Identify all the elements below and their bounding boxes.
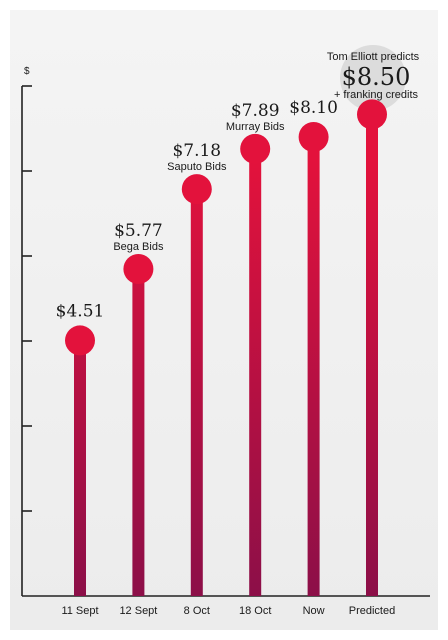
point-label: Bega Bids: [113, 241, 164, 253]
value-label: $7.89: [231, 101, 280, 121]
chart-panel: $4.51 $5.77 Bega Bids $7.18 Saputo Bids $7.89…: [10, 10, 438, 630]
lollipop-dot: [123, 254, 154, 285]
prediction-heading: Tom Elliott predicts: [327, 51, 420, 63]
x-tick-label: 8 Oct: [184, 605, 210, 617]
lollipop-dot: [357, 99, 387, 130]
x-tick-label: 18 Oct: [239, 605, 271, 617]
prediction-value: $8.50: [342, 63, 411, 91]
value-label: $7.18: [172, 141, 221, 161]
prediction-bubble: [340, 45, 406, 111]
lollipop-stem: [366, 114, 378, 596]
x-tick-label: 11 Sept: [61, 605, 98, 617]
lollipop-stem: [132, 269, 145, 596]
lollipop-dot: [65, 325, 95, 356]
lollipop-dot: [298, 122, 329, 152]
lollipop-stem: [249, 148, 262, 596]
lollipop-stem: [190, 189, 203, 596]
y-unit-label: $: [24, 66, 30, 77]
value-label: $8.10: [289, 98, 338, 118]
value-label: $4.51: [56, 301, 105, 321]
lollipop-stem: [74, 340, 86, 596]
value-label: $5.77: [114, 221, 163, 241]
prediction-note: + franking credits: [334, 89, 419, 101]
x-tick-label: 12 Sept: [119, 605, 157, 617]
lollipop-dot: [181, 174, 212, 205]
x-tick-label: Now: [303, 605, 325, 617]
lollipop-stem: [307, 137, 320, 596]
point-label: Murray Bids: [226, 121, 285, 133]
point-label: Saputo Bids: [167, 161, 227, 173]
lollipop-dot: [240, 133, 271, 164]
x-tick-label: Predicted: [349, 605, 395, 617]
